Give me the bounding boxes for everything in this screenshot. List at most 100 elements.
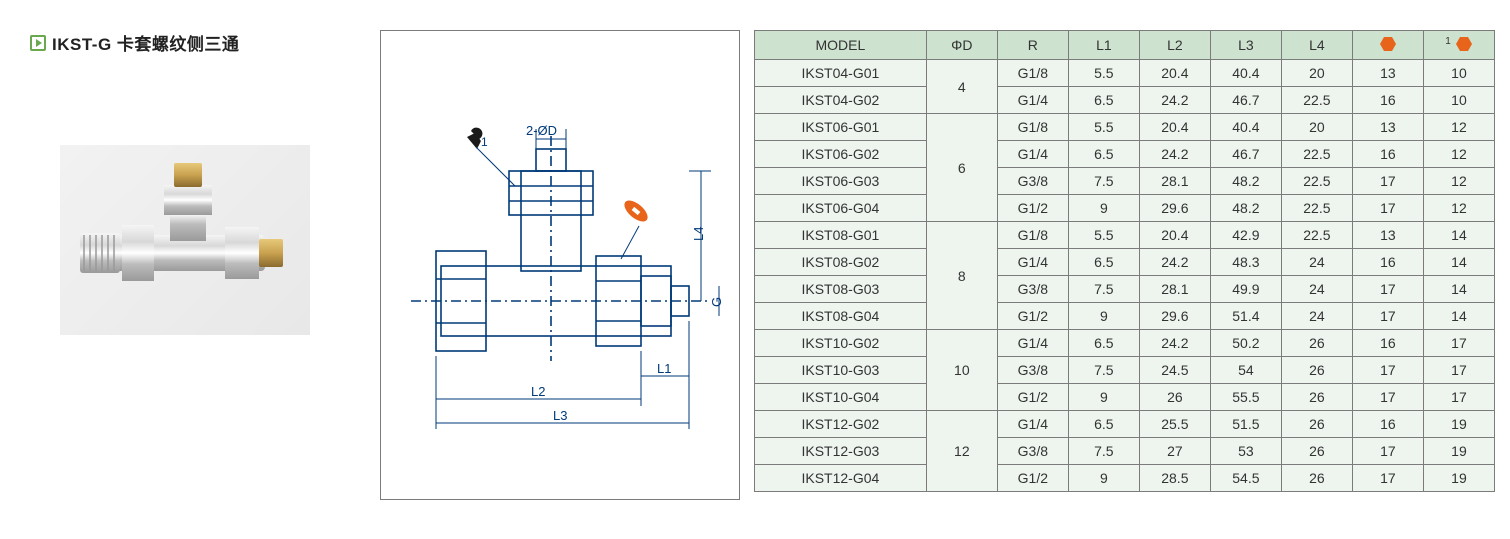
cell-L4: 24 [1281, 276, 1352, 303]
dim-L3: L3 [553, 408, 567, 423]
cell-L1: 7.5 [1068, 276, 1139, 303]
cell-model: IKST06-G01 [755, 114, 927, 141]
cell-h1: 17 [1352, 438, 1423, 465]
cell-R: G3/8 [997, 357, 1068, 384]
cell-L1: 9 [1068, 303, 1139, 330]
title-row: IKST-G 卡套螺纹侧三通 [30, 30, 360, 55]
cell-phiD: 12 [926, 411, 997, 492]
cell-R: G1/2 [997, 195, 1068, 222]
tee-fitting-photo-svg [60, 145, 310, 335]
cell-model: IKST08-G01 [755, 222, 927, 249]
cell-L2: 24.5 [1139, 357, 1210, 384]
cell-h1: 17 [1352, 276, 1423, 303]
cell-phiD: 6 [926, 114, 997, 222]
cell-L2: 24.2 [1139, 249, 1210, 276]
cell-h1: 16 [1352, 330, 1423, 357]
cell-h1: 17 [1352, 384, 1423, 411]
spec-table-wrap: MODEL ΦD R L1 L2 L3 L4 1 [754, 30, 1495, 500]
cell-L3: 46.7 [1210, 87, 1281, 114]
cell-L2: 28.5 [1139, 465, 1210, 492]
cell-L2: 20.4 [1139, 222, 1210, 249]
page: IKST-G 卡套螺纹侧三通 [0, 0, 1510, 510]
cell-R: G3/8 [997, 438, 1068, 465]
col-hex1 [1352, 31, 1423, 60]
cell-model: IKST06-G02 [755, 141, 927, 168]
table-row: IKST10-G04G1/292655.5261717 [755, 384, 1495, 411]
cell-h2: 17 [1423, 357, 1494, 384]
left-column: IKST-G 卡套螺纹侧三通 [30, 30, 360, 500]
dim-G: G [709, 297, 724, 307]
cell-h2: 10 [1423, 87, 1494, 114]
cell-L2: 25.5 [1139, 411, 1210, 438]
cell-phiD: 8 [926, 222, 997, 330]
cell-L3: 42.9 [1210, 222, 1281, 249]
cell-model: IKST04-G02 [755, 87, 927, 114]
cell-R: G1/4 [997, 411, 1068, 438]
cell-R: G1/4 [997, 87, 1068, 114]
cell-h1: 17 [1352, 357, 1423, 384]
cell-L4: 20 [1281, 60, 1352, 87]
cell-h1: 13 [1352, 60, 1423, 87]
cell-L3: 46.7 [1210, 141, 1281, 168]
spec-table: MODEL ΦD R L1 L2 L3 L4 1 [754, 30, 1495, 492]
cell-L4: 22.5 [1281, 87, 1352, 114]
cell-h2: 17 [1423, 330, 1494, 357]
cell-L1: 9 [1068, 465, 1139, 492]
cell-L4: 26 [1281, 357, 1352, 384]
cell-R: G3/8 [997, 168, 1068, 195]
table-header-row: MODEL ΦD R L1 L2 L3 L4 1 [755, 31, 1495, 60]
cell-model: IKST10-G04 [755, 384, 927, 411]
right-column: 1 2-ØD L4 G [380, 30, 1495, 500]
cell-R: G1/4 [997, 249, 1068, 276]
cell-h2: 12 [1423, 114, 1494, 141]
cell-model: IKST08-G02 [755, 249, 927, 276]
cell-R: G3/8 [997, 276, 1068, 303]
cell-model: IKST12-G04 [755, 465, 927, 492]
col-L3: L3 [1210, 31, 1281, 60]
cell-L4: 22.5 [1281, 222, 1352, 249]
cell-L3: 53 [1210, 438, 1281, 465]
cell-h1: 16 [1352, 141, 1423, 168]
cell-h2: 19 [1423, 465, 1494, 492]
cell-L2: 29.6 [1139, 195, 1210, 222]
col-L2: L2 [1139, 31, 1210, 60]
cell-L1: 6.5 [1068, 330, 1139, 357]
cell-L2: 28.1 [1139, 276, 1210, 303]
cell-h1: 16 [1352, 87, 1423, 114]
table-row: IKST06-G016G1/85.520.440.4201312 [755, 114, 1495, 141]
page-title: IKST-G 卡套螺纹侧三通 [52, 30, 239, 55]
cell-R: G1/8 [997, 60, 1068, 87]
dim-L1: L1 [657, 361, 671, 376]
cell-phiD: 4 [926, 60, 997, 114]
cell-L4: 22.5 [1281, 168, 1352, 195]
play-icon [30, 35, 46, 51]
cell-L2: 29.6 [1139, 303, 1210, 330]
col-R: R [997, 31, 1068, 60]
cell-R: G1/2 [997, 465, 1068, 492]
table-row: IKST06-G04G1/2929.648.222.51712 [755, 195, 1495, 222]
cell-model: IKST10-G02 [755, 330, 927, 357]
cell-model: IKST06-G03 [755, 168, 927, 195]
cell-L3: 51.5 [1210, 411, 1281, 438]
cell-h1: 13 [1352, 114, 1423, 141]
dim-2phiD: 2-ØD [526, 123, 557, 138]
cell-h2: 14 [1423, 276, 1494, 303]
cell-R: G1/4 [997, 330, 1068, 357]
cell-model: IKST04-G01 [755, 60, 927, 87]
table-row: IKST08-G018G1/85.520.442.922.51314 [755, 222, 1495, 249]
cell-model: IKST12-G03 [755, 438, 927, 465]
cell-L3: 51.4 [1210, 303, 1281, 330]
dim-L4: L4 [691, 227, 706, 241]
table-row: IKST10-G03G3/87.524.554261717 [755, 357, 1495, 384]
cell-L1: 9 [1068, 195, 1139, 222]
cell-h1: 17 [1352, 195, 1423, 222]
cell-model: IKST06-G04 [755, 195, 927, 222]
cell-L1: 6.5 [1068, 249, 1139, 276]
cell-R: G1/2 [997, 303, 1068, 330]
wrench-label-1: 1 [481, 135, 488, 149]
cell-h2: 12 [1423, 141, 1494, 168]
cell-L3: 40.4 [1210, 60, 1281, 87]
cell-h1: 17 [1352, 168, 1423, 195]
col-hex2: 1 [1423, 31, 1494, 60]
cell-R: G1/2 [997, 384, 1068, 411]
